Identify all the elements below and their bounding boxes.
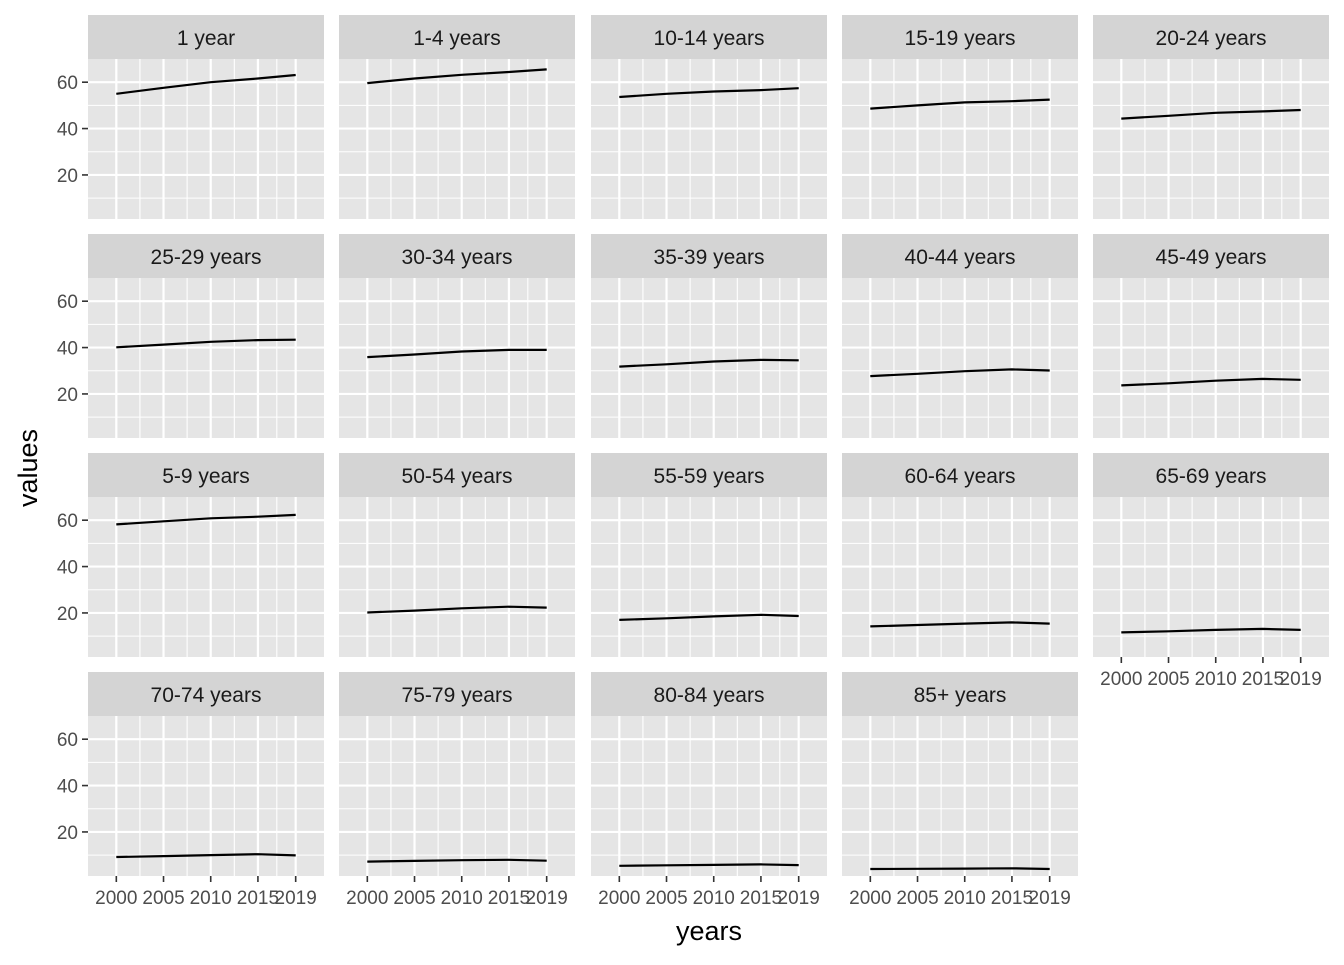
facet-label: 70-74 years — [151, 684, 262, 707]
y-tick-label: 40 — [57, 558, 78, 579]
x-tick-label: 2019 — [275, 888, 317, 909]
x-tick-label: 2015 — [488, 888, 530, 909]
facet-panel: 15-19 years — [842, 15, 1078, 219]
facet-label: 45-49 years — [1156, 246, 1267, 269]
y-tick-label: 20 — [57, 166, 78, 187]
x-tick-label: 2019 — [1029, 888, 1071, 909]
x-tick-label: 2005 — [142, 888, 184, 909]
x-tick-label: 2005 — [645, 888, 687, 909]
facet-panel: 50-54 years — [339, 453, 575, 657]
x-tick-label: 2005 — [896, 888, 938, 909]
facet-panel: 60-64 years — [842, 453, 1078, 657]
facet-label: 5-9 years — [162, 465, 250, 488]
facet-panel: 30-34 years — [339, 234, 575, 438]
x-tick-label: 2010 — [1195, 669, 1237, 690]
y-tick-label: 20 — [57, 823, 78, 844]
facet-label: 75-79 years — [402, 684, 513, 707]
y-tick-label: 40 — [57, 120, 78, 141]
series-line — [619, 864, 798, 865]
facet-label: 25-29 years — [151, 246, 262, 269]
x-tick-label: 2000 — [346, 888, 388, 909]
x-tick-label: 2010 — [693, 888, 735, 909]
facet-label: 60-64 years — [905, 465, 1016, 488]
y-tick-label: 60 — [57, 292, 78, 313]
facet-label: 50-54 years — [402, 465, 513, 488]
x-tick-label: 2019 — [526, 888, 568, 909]
x-tick-label: 2005 — [1147, 669, 1189, 690]
y-tick-label: 20 — [57, 604, 78, 625]
series-line — [870, 868, 1049, 869]
y-axis-title: values — [13, 429, 43, 507]
x-tick-label: 2000 — [598, 888, 640, 909]
x-tick-label: 2015 — [237, 888, 279, 909]
facet-panel: 5-9 years 20 40 60 — [57, 453, 324, 657]
x-tick-label: 2015 — [991, 888, 1033, 909]
x-tick-label: 2019 — [778, 888, 820, 909]
x-tick-label: 2015 — [1242, 669, 1284, 690]
x-tick-label: 2010 — [944, 888, 986, 909]
y-tick-label: 40 — [57, 777, 78, 798]
facet-panel: 45-49 years — [1093, 234, 1329, 438]
y-tick-label: 60 — [57, 511, 78, 532]
facet-label: 85+ years — [914, 684, 1007, 707]
facet-panel: 25-29 years 20 40 60 — [57, 234, 324, 438]
facet-label: 15-19 years — [905, 27, 1016, 50]
y-tick-label: 60 — [57, 730, 78, 751]
facet-panel: 1 year 20 40 60 — [57, 15, 324, 219]
y-tick-label: 20 — [57, 385, 78, 406]
x-tick-label: 2005 — [393, 888, 435, 909]
x-tick-label: 2000 — [95, 888, 137, 909]
facet-panel: 10-14 years — [591, 15, 827, 219]
facet-panel: 20-24 years — [1093, 15, 1329, 219]
x-tick-label: 2010 — [441, 888, 483, 909]
facet-panel: 55-59 years — [591, 453, 827, 657]
facet-label: 40-44 years — [905, 246, 1016, 269]
facet-label: 1-4 years — [413, 27, 501, 50]
x-axis-title: years — [676, 916, 742, 946]
y-tick-label: 60 — [57, 73, 78, 94]
facet-panel: 40-44 years — [842, 234, 1078, 438]
x-tick-label: 2000 — [1100, 669, 1142, 690]
facet-label: 30-34 years — [402, 246, 513, 269]
facet-panel: 35-39 years — [591, 234, 827, 438]
x-tick-label: 2000 — [849, 888, 891, 909]
facet-panel: 1-4 years — [339, 15, 575, 219]
facet-label: 20-24 years — [1156, 27, 1267, 50]
facet-label: 10-14 years — [654, 27, 765, 50]
facet-label: 35-39 years — [654, 246, 765, 269]
x-tick-label: 2019 — [1280, 669, 1322, 690]
y-tick-label: 40 — [57, 339, 78, 360]
x-tick-label: 2010 — [190, 888, 232, 909]
facet-label: 55-59 years — [654, 465, 765, 488]
facet-label: 65-69 years — [1156, 465, 1267, 488]
x-tick-label: 2015 — [740, 888, 782, 909]
facet-label: 1 year — [177, 27, 235, 50]
facet-label: 80-84 years — [654, 684, 765, 707]
